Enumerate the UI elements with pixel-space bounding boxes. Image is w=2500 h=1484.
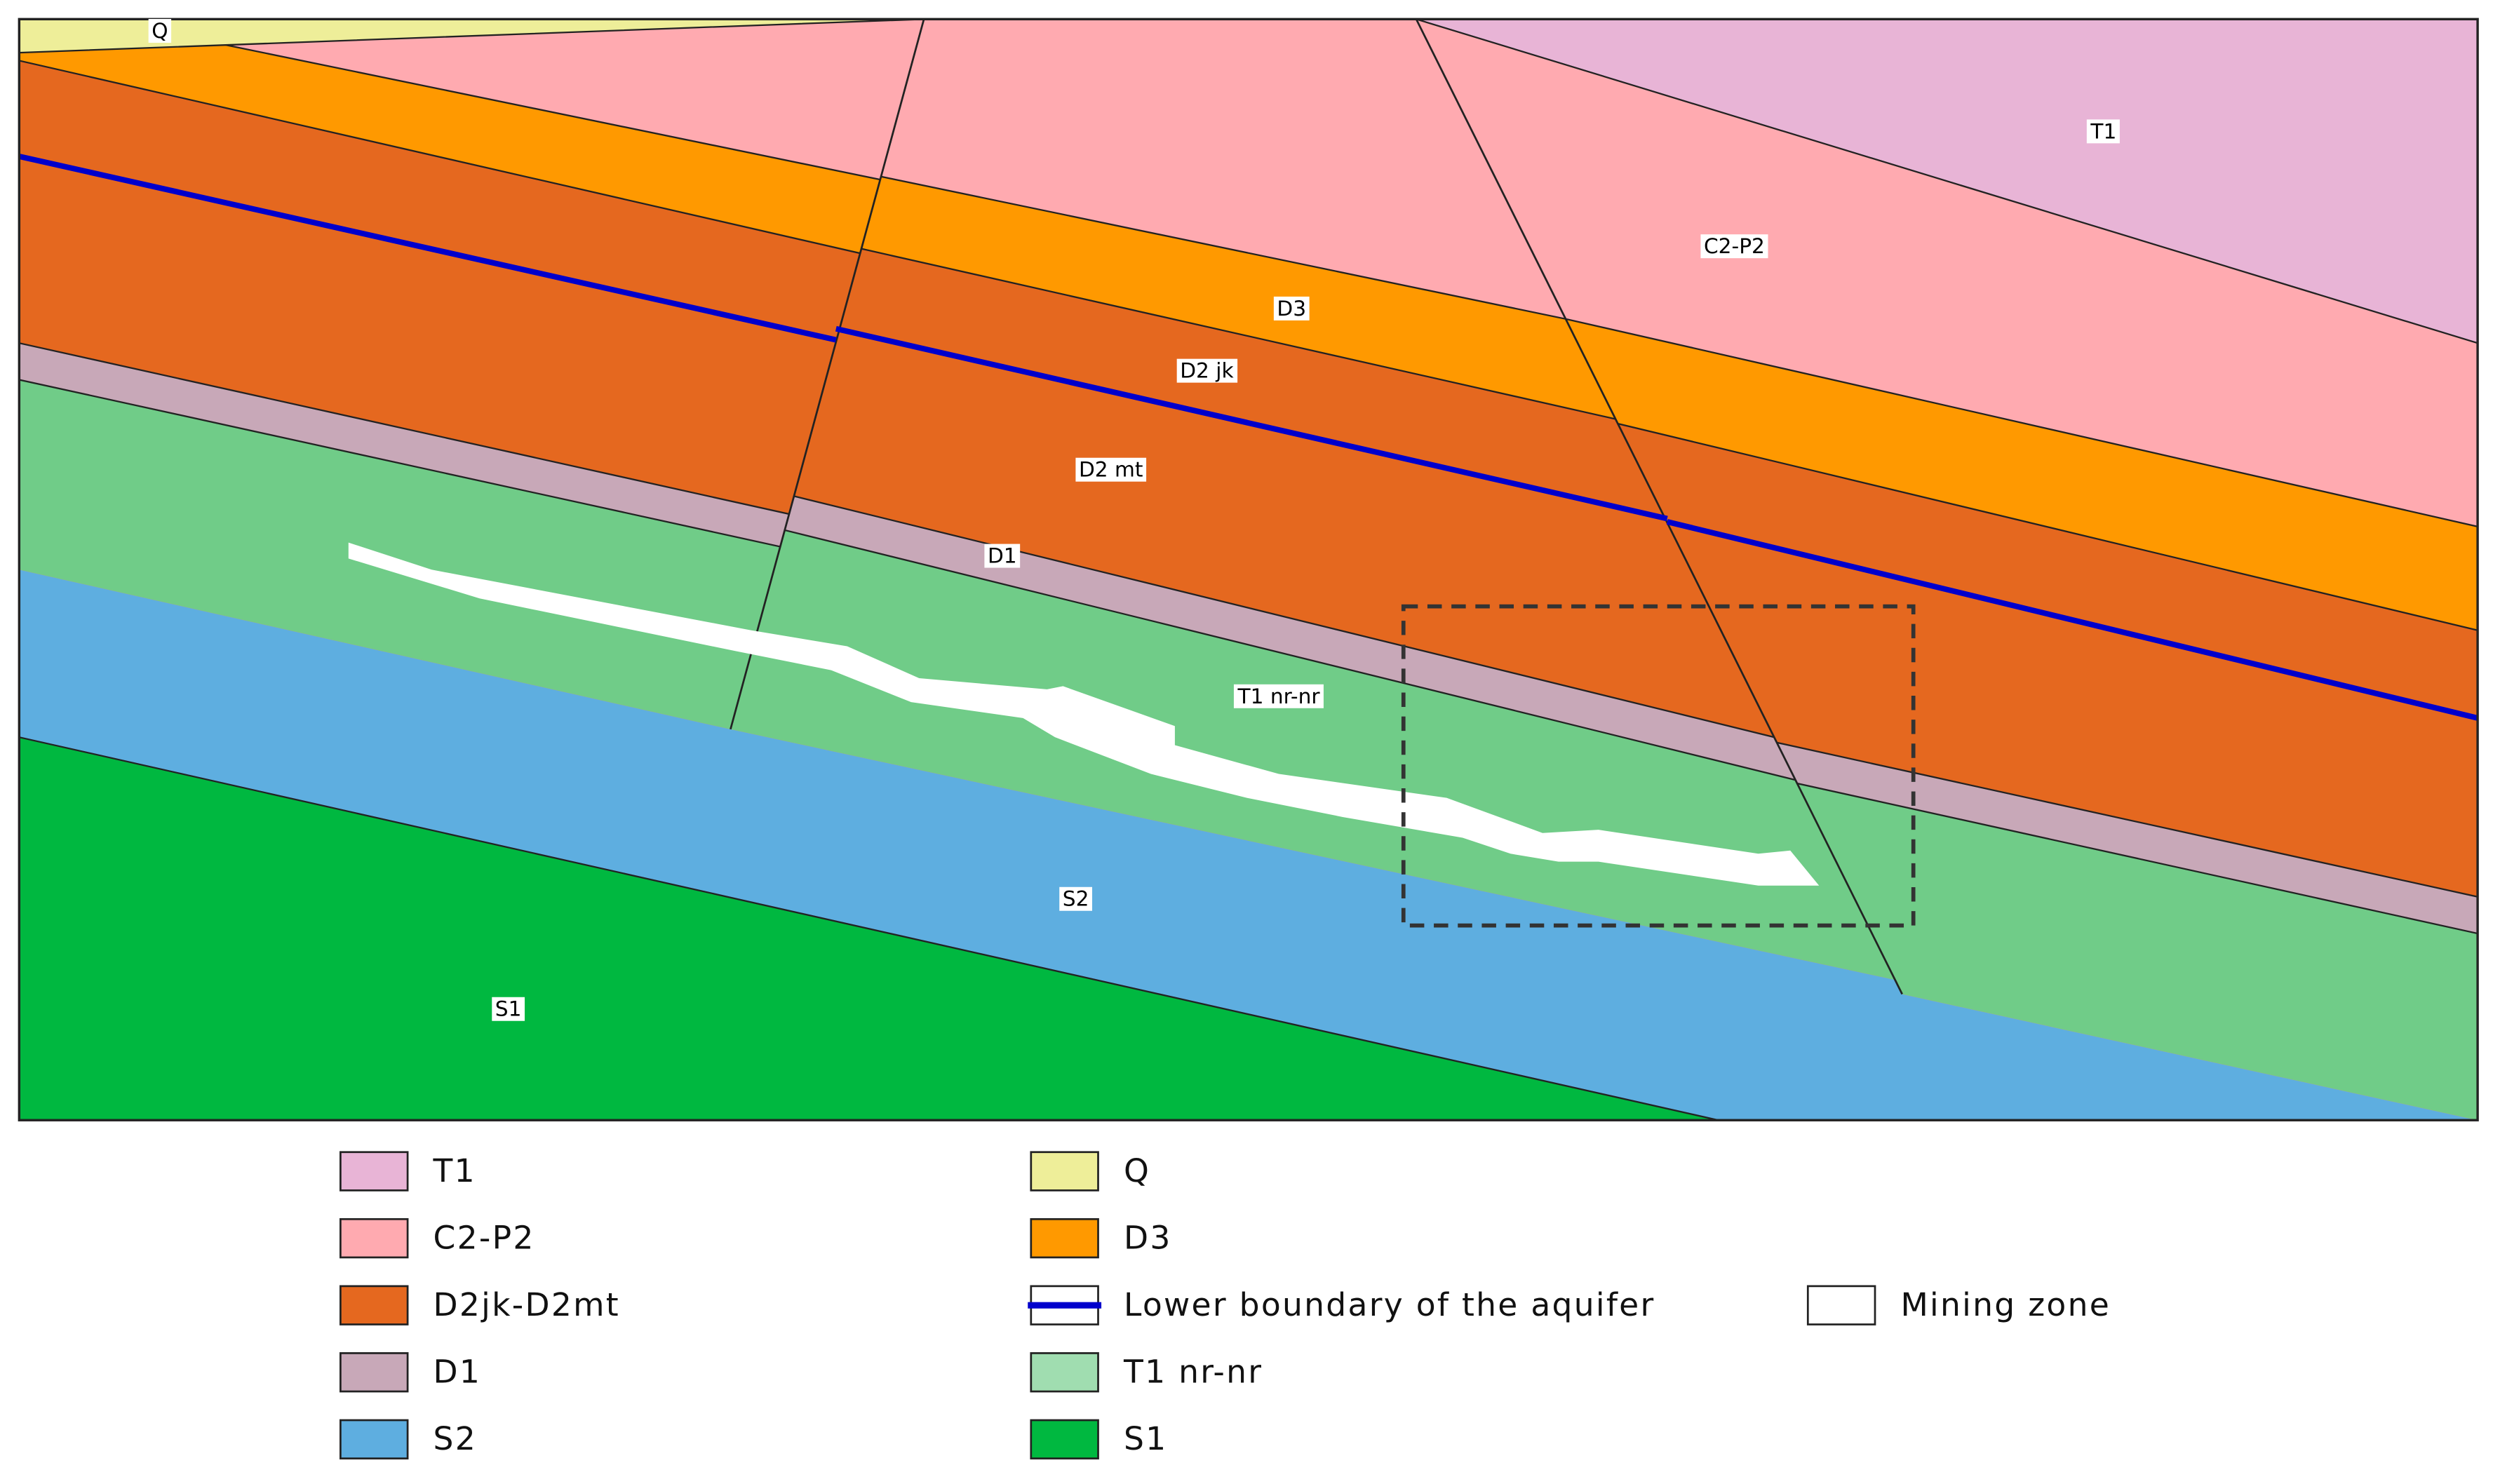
layer-s1 (19, 736, 1719, 1121)
legend-label: S1 (1124, 1420, 1167, 1457)
label-box (492, 997, 525, 1021)
layer-label: T1 (2090, 119, 2116, 143)
coal-seam (348, 542, 1820, 886)
legend-label: S2 (434, 1420, 477, 1457)
legend-label: Q (1124, 1152, 1150, 1189)
mining-zone (1401, 604, 1916, 928)
legend-label: Lower boundary of the aquifer (1124, 1286, 1655, 1323)
label-box (1059, 886, 1092, 911)
rock-layer (19, 375, 925, 729)
legend-swatch (340, 1217, 409, 1259)
overlay: Q T1 C2-P2 D3 D2 jk D2 mt D1 T1 nr-nr S2 S1 (18, 18, 2479, 1121)
frame (18, 18, 2479, 1121)
legend-label: C2-P2 (434, 1219, 535, 1256)
legend-swatch (1030, 1419, 1099, 1459)
legend-swatch (1030, 1151, 1099, 1192)
fault-line (1415, 19, 1903, 995)
label-box (1233, 684, 1324, 708)
label-box (1700, 234, 1768, 259)
legend-swatch (340, 1419, 409, 1459)
aquifer-boundary (835, 325, 1668, 522)
label-box (1176, 358, 1238, 383)
geological-section (19, 19, 2478, 1121)
legend: T1 C2-P2 D2jk-D2mt D1 S2 Q D3 Lower boundary of… (340, 1151, 2111, 1459)
fault-block (19, 19, 925, 729)
legend-label: D1 (434, 1354, 482, 1391)
aquifer-boundary (19, 154, 837, 343)
legend-swatch (340, 1285, 409, 1326)
label-box (1273, 296, 1310, 321)
label-box (1075, 457, 1147, 482)
legend-swatch (340, 1151, 409, 1192)
legend-swatch (340, 1352, 409, 1393)
legend-swatch (1030, 1217, 1099, 1259)
legend-label: Mining zone (1900, 1286, 2111, 1323)
legend-label: D2jk-D2mt (434, 1286, 620, 1323)
rock-layer (19, 55, 925, 729)
layer-label: S1 (495, 997, 522, 1021)
legend-label: D3 (1124, 1219, 1172, 1256)
layer-label: S2 (1063, 887, 1089, 911)
layer-label: D2 mt (1079, 458, 1143, 482)
layer-label: D1 (988, 544, 1017, 568)
legend-swatch (1030, 1352, 1099, 1393)
layer-label: C2-P2 (1704, 234, 1765, 258)
label-box (148, 19, 172, 43)
legend-swatch (1806, 1285, 1876, 1326)
layer-q (19, 19, 925, 54)
label-box (984, 544, 1021, 568)
layer-label: Q (152, 19, 168, 43)
layer-label: T1 nr-nr (1237, 684, 1320, 708)
legend-label: T1 (433, 1152, 476, 1189)
layer-label: D3 (1277, 297, 1306, 321)
layer-label: D2 jk (1180, 359, 1234, 383)
fault-line (730, 19, 925, 730)
aquifer-boundary (1666, 519, 2478, 721)
label-box (2086, 119, 2120, 144)
legend-label: T1 nr-nr (1123, 1354, 1263, 1391)
